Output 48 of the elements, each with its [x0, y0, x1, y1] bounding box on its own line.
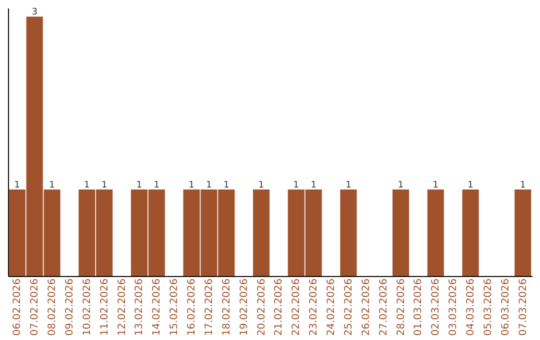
x-tick-label: 06.03.2026 [500, 278, 512, 336]
x-tick-label: 15.02.2026 [169, 278, 180, 336]
x-tick-label: 07.03.2026 [518, 278, 529, 336]
x-tick-label: 21.02.2026 [274, 278, 285, 336]
data-label: 1 [101, 180, 108, 191]
data-label: 1 [310, 180, 316, 191]
x-tick-label: 19.02.2026 [238, 278, 250, 336]
data-label: 1 [432, 180, 439, 191]
data-label: 1 [346, 180, 352, 191]
data-label: 1 [468, 180, 474, 191]
data-label: 1 [258, 180, 264, 191]
x-tick-label: 23.02.2026 [308, 278, 320, 336]
x-tick-label: 18.02.2026 [221, 278, 232, 336]
x-tick-label: 14.02.2026 [152, 278, 163, 336]
data-label: 1 [14, 180, 20, 191]
x-tick-label: 20.02.2026 [256, 278, 268, 336]
x-tick-label: 17.02.2026 [204, 278, 215, 336]
data-label: 1 [84, 180, 90, 191]
x-tick-label: 11.02.2026 [99, 278, 110, 336]
data-label: 1 [520, 180, 526, 191]
data-label: 1 [206, 180, 212, 191]
data-label: 1 [224, 180, 230, 191]
x-tick-label: 12.02.2026 [116, 278, 128, 336]
x-tick-label: 09.02.2026 [64, 278, 76, 336]
x-tick-label: 06.02.2026 [12, 278, 24, 336]
x-tick-label: 25.02.2026 [343, 278, 354, 336]
data-label: 1 [154, 180, 160, 191]
x-tick-label: 22.02.2026 [291, 278, 302, 336]
x-tick-label: 27.02.2026 [378, 278, 390, 336]
x-tick-label: 04.03.2026 [466, 278, 477, 336]
data-label: 1 [293, 180, 300, 191]
x-tick-label: 13.02.2026 [134, 278, 146, 336]
data-label: 1 [49, 180, 55, 191]
x-tick-label: 16.02.2026 [186, 278, 198, 336]
x-tick-label: 26.02.2026 [360, 278, 372, 336]
x-tick-label: 08.02.2026 [47, 278, 58, 336]
data-label: 1 [136, 180, 142, 191]
x-tick-label: 05.03.2026 [482, 278, 494, 336]
data-label: 3 [32, 8, 38, 18]
x-tick-label: 01.03.2026 [413, 278, 424, 336]
data-label: 1 [398, 180, 404, 191]
x-tick-label: 03.03.2026 [448, 278, 460, 336]
x-tick-label: 10.02.2026 [82, 278, 93, 336]
x-tick-label: 02.03.2026 [430, 278, 442, 336]
data-label: 1 [188, 180, 194, 191]
x-tick-label: 28.02.2026 [396, 278, 407, 336]
x-tick-label: 07.02.2026 [30, 278, 41, 336]
x-tick-label: 24.02.2026 [326, 278, 338, 336]
